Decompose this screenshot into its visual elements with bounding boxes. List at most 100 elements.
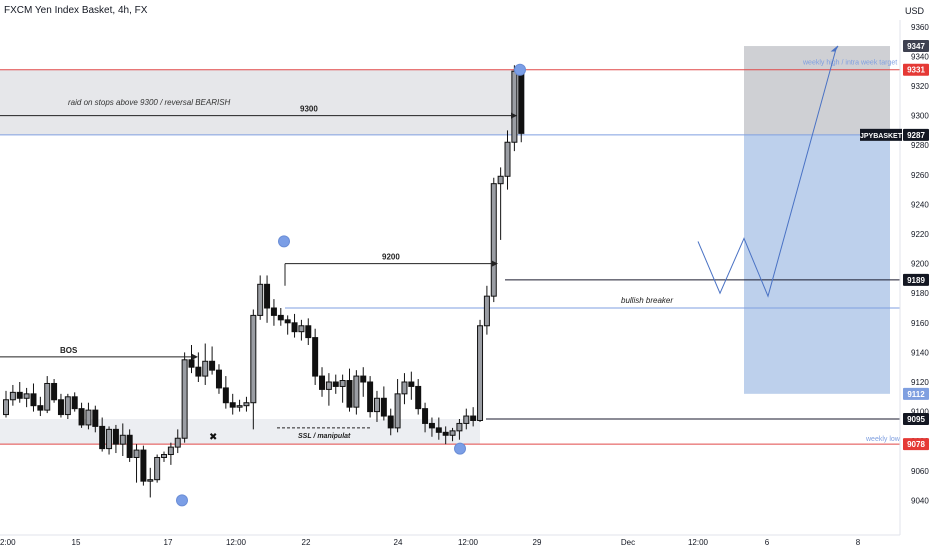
y-tick-label: 9200 (911, 260, 929, 269)
candle-down[interactable] (140, 449, 147, 482)
candle-down[interactable] (422, 408, 429, 424)
candle-down[interactable] (291, 322, 298, 333)
candle-up[interactable] (3, 399, 9, 416)
candle-up[interactable] (119, 434, 126, 445)
candle-down[interactable] (16, 391, 23, 399)
candle-up[interactable] (64, 396, 71, 416)
candle-up[interactable] (9, 391, 16, 401)
candle-down[interactable] (305, 325, 312, 339)
candle-down[interactable] (195, 366, 202, 377)
y-tick-label: 9360 (911, 23, 929, 32)
candle-up[interactable] (147, 479, 154, 482)
candle-down[interactable] (92, 409, 99, 427)
candle-up[interactable] (181, 359, 188, 439)
candle-up[interactable] (449, 430, 456, 436)
y-tick-label: 9180 (911, 289, 929, 298)
candle-down[interactable] (188, 359, 195, 368)
price-tag-label: 9189 (907, 276, 925, 285)
candle-up[interactable] (298, 325, 305, 333)
candle-up[interactable] (106, 428, 113, 450)
candle-up[interactable] (353, 375, 360, 408)
candle-down[interactable] (387, 415, 394, 429)
candle-down[interactable] (332, 381, 339, 387)
annotation-raid: raid on stops above 9300 / reversal BEAR… (68, 98, 231, 107)
candle-down[interactable] (126, 434, 133, 458)
candle-up[interactable] (394, 393, 401, 429)
candle-down[interactable] (277, 314, 284, 321)
candle-down[interactable] (470, 415, 477, 421)
x-tick-label: 6 (765, 538, 770, 547)
candle-up[interactable] (167, 446, 174, 456)
candle-up[interactable] (339, 380, 346, 387)
target-zone-lower (744, 134, 890, 394)
candle-down[interactable] (319, 375, 326, 390)
candle-up[interactable] (463, 415, 470, 424)
candle-up[interactable] (456, 422, 463, 432)
candle-up[interactable] (243, 402, 250, 407)
y-tick-label: 9120 (911, 378, 929, 387)
candle-up[interactable] (511, 70, 518, 143)
candle-down[interactable] (71, 396, 78, 410)
y-tick-label: 9240 (911, 200, 929, 209)
candle-down[interactable] (415, 385, 422, 410)
candle-up[interactable] (325, 381, 332, 390)
candle-down[interactable] (435, 427, 442, 433)
candle-up[interactable] (161, 454, 168, 458)
candle-down[interactable] (367, 381, 374, 413)
candle-up[interactable] (483, 295, 490, 327)
price-tag-label: 9347 (907, 42, 925, 51)
candle-up[interactable] (44, 382, 51, 411)
candle-down[interactable] (78, 408, 85, 426)
candle-up[interactable] (490, 183, 497, 297)
candle-up[interactable] (202, 360, 209, 377)
y-tick-label: 9040 (911, 496, 929, 505)
candle-up[interactable] (504, 141, 511, 177)
candle-down[interactable] (209, 360, 216, 371)
candle-down[interactable] (222, 387, 229, 404)
candle-down[interactable] (312, 337, 319, 377)
candle-down[interactable] (428, 422, 435, 429)
candle-down[interactable] (57, 399, 64, 416)
candle-up[interactable] (85, 409, 92, 426)
candle-up[interactable] (373, 397, 380, 413)
candle-down[interactable] (360, 375, 367, 383)
target-zone-upper (744, 46, 890, 135)
candle-down[interactable] (215, 369, 222, 389)
y-tick-label: 9220 (911, 230, 929, 239)
candle-down[interactable] (408, 381, 415, 387)
candle-up[interactable] (401, 381, 408, 395)
projection-path (697, 48, 837, 298)
x-tick-label: 12:00 (458, 538, 479, 547)
symbol-tag-bg (860, 128, 902, 141)
candle-up[interactable] (477, 325, 484, 421)
candle-up[interactable] (236, 405, 243, 408)
swing-marker-0 (514, 63, 526, 76)
candle-up[interactable] (250, 314, 257, 404)
price-tag-bg (903, 387, 929, 400)
candle-up[interactable] (23, 393, 30, 399)
candle-down[interactable] (51, 382, 58, 401)
candle-up[interactable] (154, 456, 161, 481)
candle-down[interactable] (99, 425, 106, 450)
candle-down[interactable] (112, 428, 119, 445)
candle-down[interactable] (30, 393, 37, 407)
candle-down[interactable] (380, 397, 387, 417)
candle-down[interactable] (284, 319, 291, 324)
candle-down[interactable] (264, 283, 271, 309)
candle-up[interactable] (174, 437, 181, 448)
candle-down[interactable] (229, 402, 236, 408)
candle-down[interactable] (270, 307, 277, 316)
candle-down[interactable] (442, 431, 449, 436)
x-tick-label: 17 (164, 538, 173, 547)
candle-down[interactable] (37, 405, 44, 411)
candle-up[interactable] (133, 449, 140, 458)
candle-up[interactable] (257, 283, 264, 316)
candle-down[interactable] (518, 70, 525, 134)
candle-down[interactable] (346, 380, 353, 408)
price-tag-bg (903, 128, 929, 141)
swing-marker-2 (176, 494, 188, 507)
label-9300: 9300 (300, 105, 318, 114)
projection-arrowhead (830, 45, 839, 52)
candle-up[interactable] (497, 175, 504, 185)
